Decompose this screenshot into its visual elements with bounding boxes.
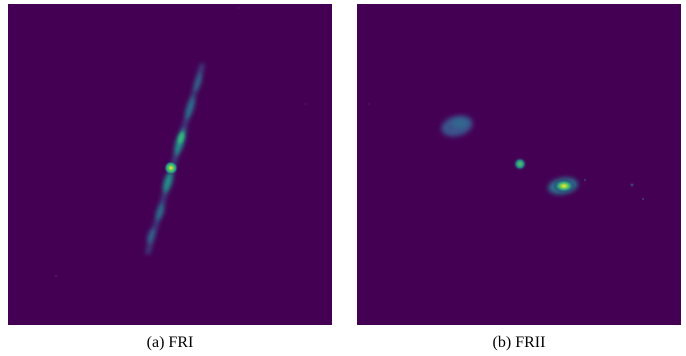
frii-core (513, 157, 527, 171)
frii-lobe-west (441, 115, 473, 137)
caption-fri: (a) FRI (146, 334, 194, 351)
frii-lobe-east (553, 179, 575, 193)
fri-radio-image (8, 4, 332, 325)
fri-core (164, 161, 178, 175)
caption-frii: (b) FRII (492, 334, 546, 351)
frii-radio-image (357, 4, 681, 325)
